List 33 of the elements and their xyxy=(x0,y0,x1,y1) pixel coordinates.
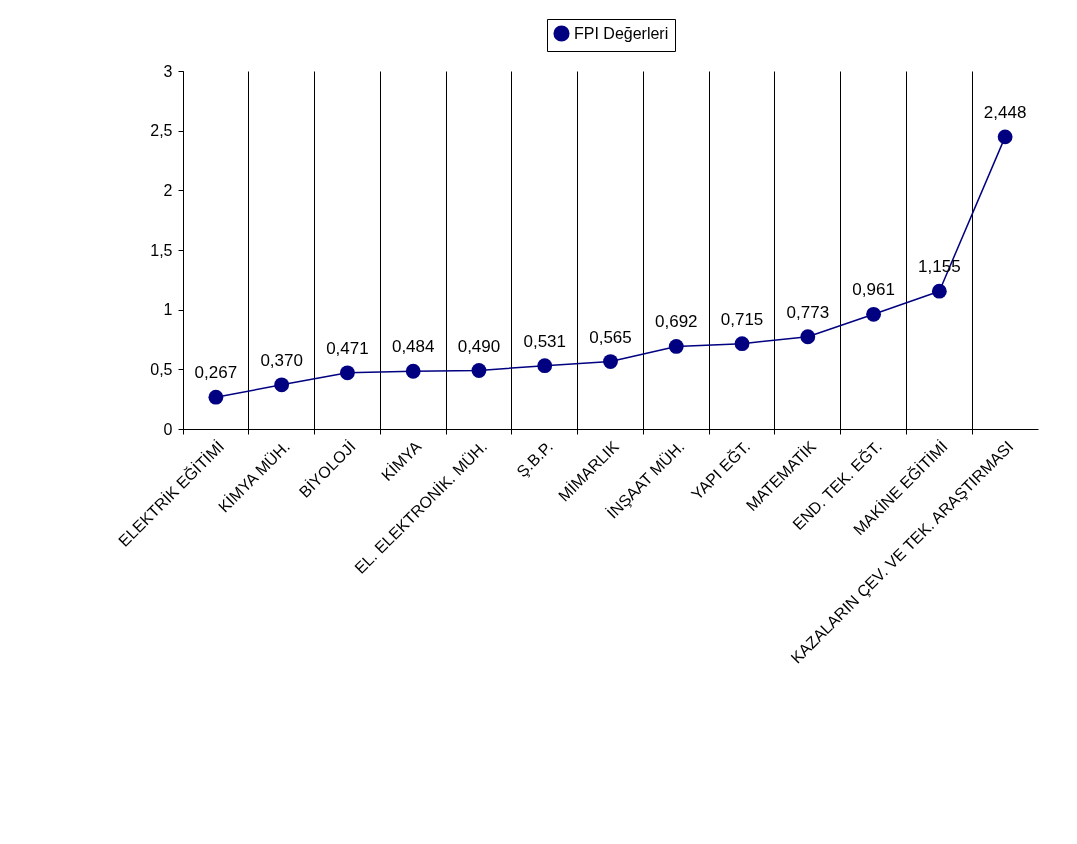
y-tick-label: 3 xyxy=(163,62,173,80)
point xyxy=(931,283,947,299)
data-label: 0,715 xyxy=(720,309,764,329)
data-label: 0,267 xyxy=(194,363,238,383)
data-label: 0,471 xyxy=(326,338,369,358)
data-label: 0,531 xyxy=(523,331,566,351)
y-tick-label: 2,5 xyxy=(150,122,173,140)
point xyxy=(866,306,881,322)
data-label: 0,773 xyxy=(786,302,830,322)
data-label: 0,961 xyxy=(852,280,895,300)
data-label: 0,692 xyxy=(655,312,698,332)
point xyxy=(734,336,750,352)
data-label: 0,490 xyxy=(457,336,501,356)
point xyxy=(997,129,1013,145)
point xyxy=(603,354,618,369)
data-label: 0,484 xyxy=(391,337,435,357)
y-tick-label: 0 xyxy=(163,420,173,438)
y-tick-label: 0,5 xyxy=(150,360,173,378)
point xyxy=(800,329,816,345)
point xyxy=(537,358,553,374)
point xyxy=(274,377,290,393)
point xyxy=(405,363,421,379)
data-label: 2,448 xyxy=(983,102,1027,122)
y-tick-label: 1,5 xyxy=(150,241,173,259)
data-label: 0,565 xyxy=(589,327,632,347)
y-tick-label: 2 xyxy=(163,181,173,199)
point xyxy=(668,339,684,354)
point xyxy=(471,363,487,378)
y-tick-label: 1 xyxy=(163,301,173,319)
data-label: 0,370 xyxy=(260,350,303,370)
point xyxy=(208,389,224,405)
point xyxy=(340,365,355,381)
legend-label: FPI Değerleri xyxy=(574,24,669,42)
